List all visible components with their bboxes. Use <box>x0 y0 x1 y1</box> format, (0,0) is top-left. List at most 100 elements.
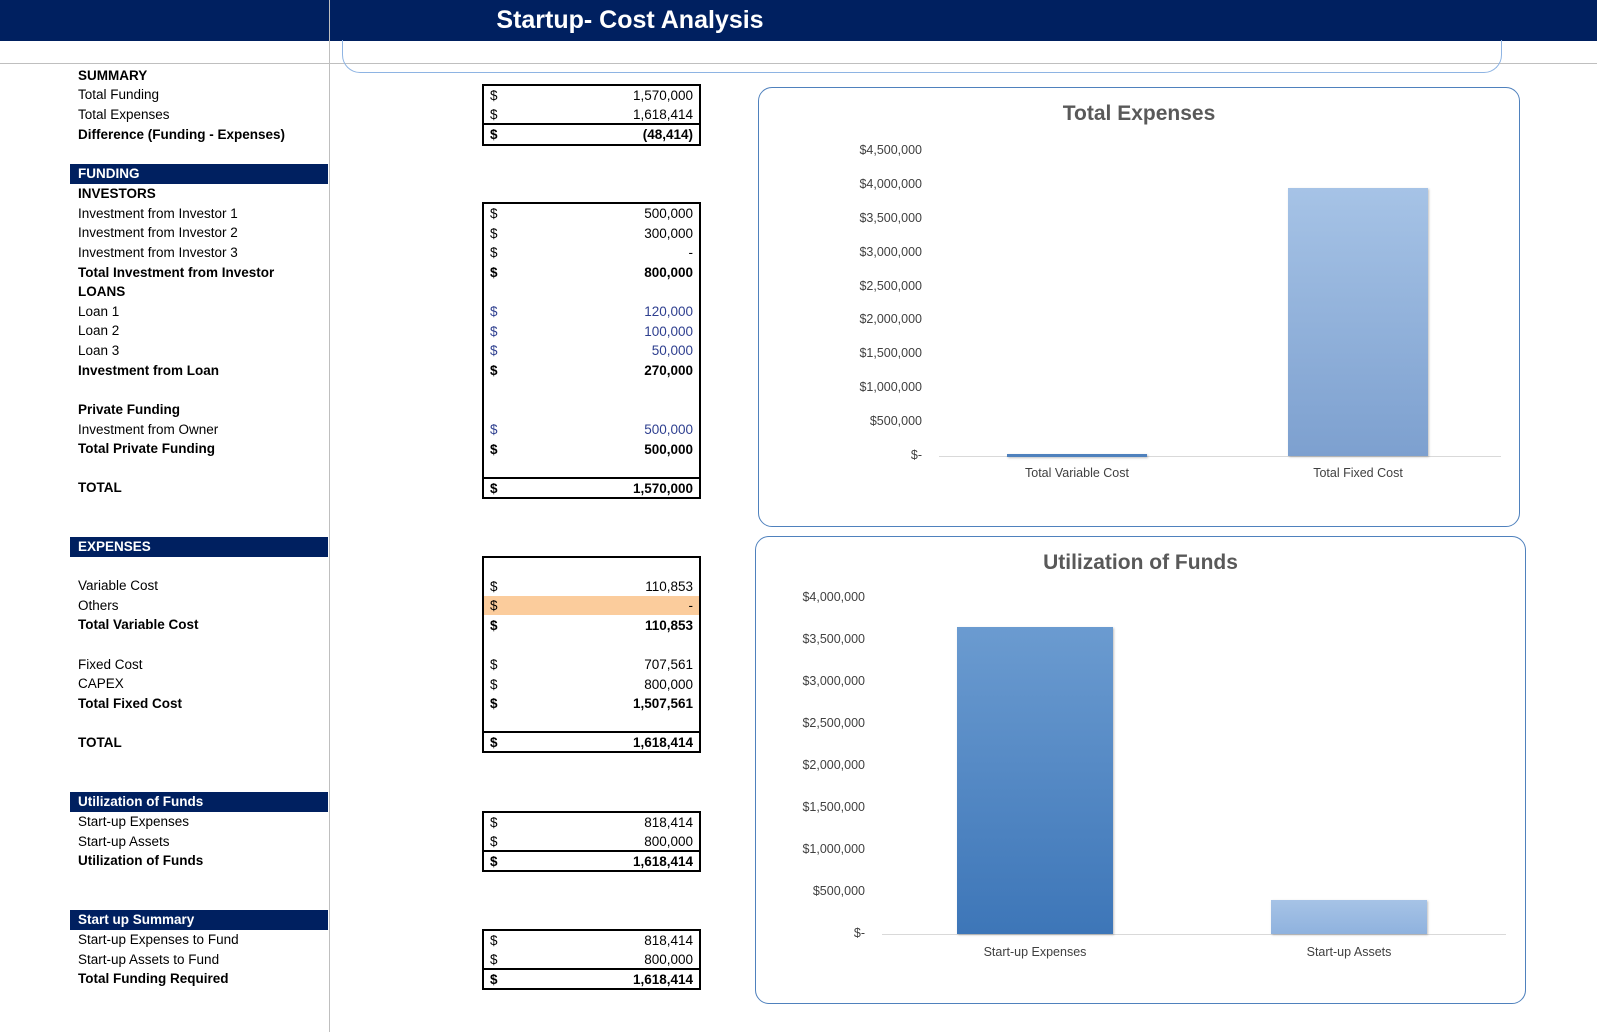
startup-summary-section-header: Start up Summary <box>70 910 328 930</box>
assets-to-fund-cell[interactable]: $800,000 <box>490 952 693 967</box>
bar-start-up-assets[interactable] <box>1271 900 1427 934</box>
difference-cell[interactable]: $ (48,414) <box>490 127 693 142</box>
y-axis-tick-label: $- <box>853 926 865 940</box>
total-private-funding-label[interactable]: Total Private Funding <box>78 441 216 456</box>
total-funding-required-label[interactable]: Total Funding Required <box>78 971 229 986</box>
y-axis-tick-label: $1,500,000 <box>859 346 922 361</box>
total-rule <box>484 123 699 125</box>
total-expenses-cell[interactable]: $1,618,414 <box>490 107 693 122</box>
x-axis-line <box>939 456 1501 457</box>
capex-cell[interactable]: $800,000 <box>490 677 693 692</box>
expenses-value-box <box>482 556 701 753</box>
row-divider <box>0 63 1597 64</box>
y-axis-tick-label: $3,500,000 <box>859 210 922 225</box>
investment-from-loan-label[interactable]: Investment from Loan <box>78 363 220 378</box>
fixed-cost-label[interactable]: Fixed Cost <box>78 657 143 672</box>
loan2-label[interactable]: Loan 2 <box>78 323 120 338</box>
total-variable-cost-label[interactable]: Total Variable Cost <box>78 617 199 632</box>
y-axis-tick-label: $500,000 <box>869 414 922 429</box>
utilization-section-header: Utilization of Funds <box>70 792 328 812</box>
startup-assets-cell[interactable]: $800,000 <box>490 834 693 849</box>
x-axis-category-label: Start-up Assets <box>1306 945 1392 959</box>
variable-cost-label[interactable]: Variable Cost <box>78 578 159 593</box>
loans-heading: LOANS <box>78 284 126 299</box>
bar-total-variable-cost[interactable] <box>1007 453 1147 457</box>
total-expenses-label[interactable]: Total Expenses <box>78 107 170 122</box>
page-title: Startup- Cost Analysis <box>496 6 764 34</box>
total-funding-label[interactable]: Total Funding <box>78 87 160 102</box>
funding-section-header: FUNDING <box>70 164 328 184</box>
total-rule <box>484 731 699 733</box>
investors-heading: INVESTORS <box>78 186 156 201</box>
loan1-label[interactable]: Loan 1 <box>78 304 120 319</box>
title-bar <box>0 0 1597 41</box>
x-axis-category-label: Total Variable Cost <box>1025 466 1129 480</box>
loan1-cell[interactable]: $120,000 <box>490 304 693 319</box>
investor1-label[interactable]: Investment from Investor 1 <box>78 206 238 221</box>
decorative-frame <box>342 40 1502 73</box>
fixed-cost-cell[interactable]: $707,561 <box>490 657 693 672</box>
investment-from-loan-cell[interactable]: $270,000 <box>490 363 693 378</box>
owner-investment-cell[interactable]: $500,000 <box>490 422 693 437</box>
chart-title: Utilization of Funds <box>1043 551 1238 574</box>
total-expenses-chart[interactable]: Total Expenses $4,500,000 $4,000,000 $3,50… <box>758 87 1520 527</box>
total-investment-cell[interactable]: $800,000 <box>490 265 693 280</box>
y-axis-tick-label: $3,000,000 <box>802 674 865 688</box>
summary-value-box <box>482 84 701 146</box>
others-cell[interactable]: $ - <box>484 596 699 615</box>
y-axis-tick-label: $3,500,000 <box>802 632 865 646</box>
total-funding-cell[interactable]: $1,570,000 <box>490 88 693 103</box>
total-funding-required-cell[interactable]: $1,618,414 <box>490 972 693 987</box>
total-fixed-cost-label[interactable]: Total Fixed Cost <box>78 696 183 711</box>
investor1-cell[interactable]: $500,000 <box>490 206 693 221</box>
investor3-label[interactable]: Investment from Investor 3 <box>78 245 238 260</box>
bar-total-fixed-cost[interactable] <box>1288 188 1428 456</box>
utilization-value-box <box>482 811 701 872</box>
variable-cost-cell[interactable]: $110,853 <box>490 579 693 594</box>
utilization-total-cell[interactable]: $1,618,414 <box>490 854 693 869</box>
loan3-cell[interactable]: $50,000 <box>490 343 693 358</box>
investor2-cell[interactable]: $300,000 <box>490 226 693 241</box>
y-axis-tick-label: $- <box>910 448 922 462</box>
column-divider <box>329 0 330 1032</box>
chart-title: Total Expenses <box>1062 102 1216 125</box>
y-axis-tick-label: $1,000,000 <box>859 380 922 395</box>
startup-expenses-cell[interactable]: $818,414 <box>490 815 693 830</box>
others-label[interactable]: Others <box>78 598 119 613</box>
total-fixed-cost-cell[interactable]: $1,507,561 <box>490 696 693 711</box>
expenses-total-label[interactable]: TOTAL <box>78 735 122 750</box>
startup-expenses-label[interactable]: Start-up Expenses <box>78 814 190 829</box>
expenses-total-cell[interactable]: $1,618,414 <box>490 735 693 750</box>
total-variable-cost-cell[interactable]: $110,853 <box>490 618 693 633</box>
investor2-label[interactable]: Investment from Investor 2 <box>78 225 238 240</box>
y-axis-tick-label: $1,500,000 <box>802 800 865 814</box>
y-axis-tick-label: $500,000 <box>812 884 865 898</box>
assets-to-fund-label[interactable]: Start-up Assets to Fund <box>78 952 220 967</box>
investor3-cell[interactable]: $ - <box>490 245 693 260</box>
expenses-to-fund-cell[interactable]: $818,414 <box>490 933 693 948</box>
total-investment-label[interactable]: Total Investment from Investor <box>78 265 275 280</box>
y-axis-tick-label: $3,000,000 <box>859 244 922 259</box>
y-axis-tick-label: $2,000,000 <box>859 312 922 327</box>
startup-assets-label[interactable]: Start-up Assets <box>78 834 170 849</box>
x-axis-category-label: Total Fixed Cost <box>1313 466 1403 480</box>
bar-start-up-expenses[interactable] <box>957 627 1113 934</box>
expenses-to-fund-label[interactable]: Start-up Expenses to Fund <box>78 932 239 947</box>
x-axis-category-label: Start-up Expenses <box>983 945 1087 959</box>
utilization-of-funds-chart[interactable]: Utilization of Funds $4,000,000 $3,500,00… <box>755 536 1526 1004</box>
owner-investment-label[interactable]: Investment from Owner <box>78 422 219 437</box>
funding-total-cell[interactable]: $1,570,000 <box>490 481 693 496</box>
utilization-total-label[interactable]: Utilization of Funds <box>78 853 204 868</box>
y-axis-tick-label: $2,000,000 <box>802 758 865 772</box>
loan3-label[interactable]: Loan 3 <box>78 343 120 358</box>
expenses-section-header: EXPENSES <box>70 537 328 557</box>
capex-label[interactable]: CAPEX <box>78 676 124 691</box>
funding-total-label[interactable]: TOTAL <box>78 480 122 495</box>
total-private-funding-cell[interactable]: $500,000 <box>490 442 693 457</box>
total-rule <box>484 968 699 970</box>
loan2-cell[interactable]: $100,000 <box>490 324 693 339</box>
difference-label[interactable]: Difference (Funding - Expenses) <box>78 127 286 142</box>
y-axis-tick-label: $4,000,000 <box>802 590 865 604</box>
y-axis-tick-label: $1,000,000 <box>802 842 865 856</box>
total-rule <box>484 477 699 479</box>
